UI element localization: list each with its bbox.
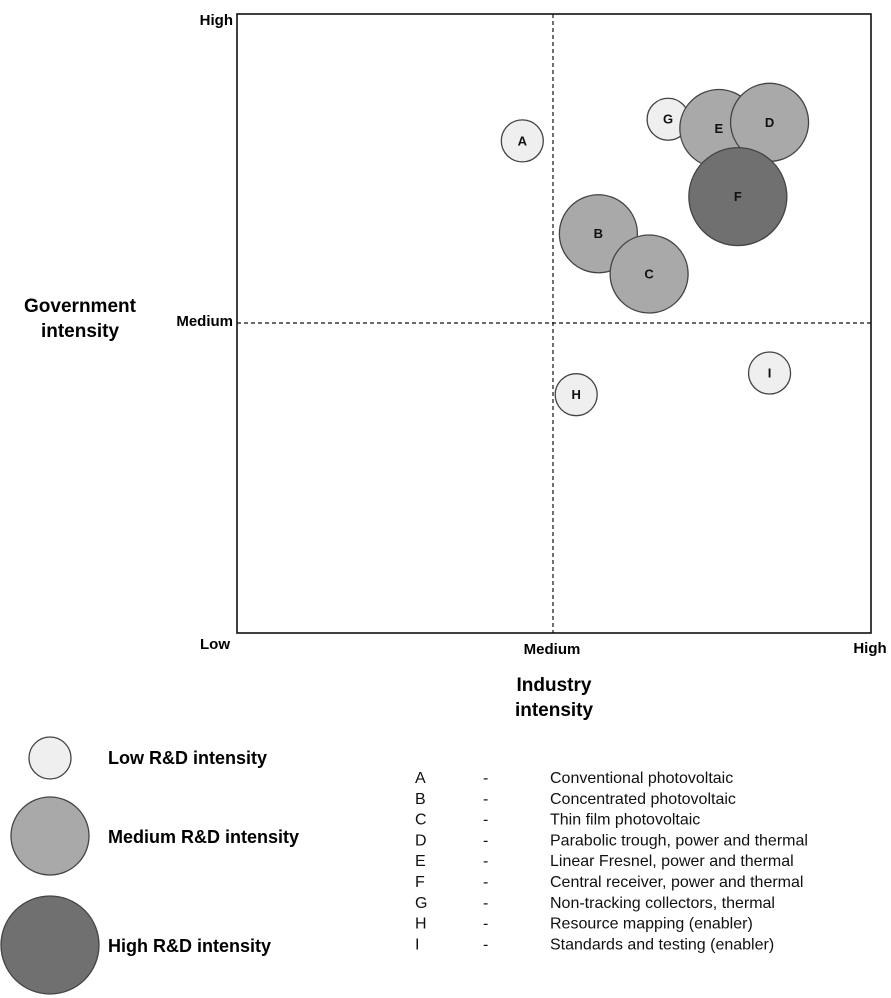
- legend-swatch-high: [0, 895, 100, 995]
- bubble-c: [609, 234, 689, 314]
- key-dash-i: -: [483, 936, 488, 953]
- key-description-a: Conventional photovoltaic: [550, 770, 733, 787]
- legend-label-low: Low R&D intensity: [108, 748, 267, 768]
- bubble-label-b: B: [594, 226, 603, 241]
- y-tick-medium: Medium: [176, 313, 233, 330]
- legend-label-high: High R&D intensity: [108, 936, 271, 956]
- x-axis-title-line1: Industry: [517, 675, 592, 696]
- key-letter-h: H: [415, 916, 427, 933]
- key-letter-b: B: [415, 791, 426, 808]
- bubble-label-i: I: [768, 366, 772, 381]
- bubble-label-e: E: [715, 121, 724, 136]
- key-description-b: Concentrated photovoltaic: [550, 791, 736, 808]
- bubble-label-d: D: [765, 115, 774, 130]
- y-axis-title-line1: Government: [24, 296, 137, 317]
- key-letter-c: C: [415, 812, 427, 829]
- key-dash-e: -: [483, 853, 488, 870]
- key-letter-i: I: [415, 936, 419, 953]
- bubble-layer: A G E D F B C H I: [500, 82, 810, 417]
- key-dash-d: -: [483, 832, 488, 849]
- key-description-f: Central receiver, power and thermal: [550, 874, 803, 891]
- bubble-label-h: H: [571, 387, 580, 402]
- key-description-i: Standards and testing (enabler): [550, 936, 774, 953]
- legend-swatch-medium: [10, 796, 90, 876]
- key-letter-g: G: [415, 895, 427, 912]
- bubble-label-c: C: [644, 266, 654, 281]
- key-dash-c: -: [483, 812, 488, 829]
- bubble-f: [688, 146, 788, 247]
- x-tick-medium: Medium: [524, 641, 581, 658]
- key-description-d: Parabolic trough, power and thermal: [550, 832, 808, 849]
- letter-key: A - Conventional photovoltaic B - Concentrate…: [415, 770, 808, 953]
- key-dash-f: -: [483, 874, 488, 891]
- key-letter-e: E: [415, 853, 426, 870]
- y-tick-low: Low: [200, 636, 230, 653]
- key-letter-a: A: [415, 770, 426, 787]
- key-letter-d: D: [415, 832, 427, 849]
- legend-label-medium: Medium R&D intensity: [108, 827, 299, 847]
- x-axis-title-line2: intensity: [515, 700, 594, 721]
- key-description-g: Non-tracking collectors, thermal: [550, 895, 775, 912]
- bubble-a: [500, 119, 544, 163]
- bubble-label-a: A: [518, 133, 528, 148]
- bubble-h: [554, 373, 598, 417]
- legend-swatch-low: [28, 736, 72, 780]
- size-legend: Low R&D intensity Medium R&D intensity Hig…: [0, 736, 299, 995]
- key-dash-a: -: [483, 770, 488, 787]
- bubble-label-g: G: [663, 112, 673, 127]
- key-dash-b: -: [483, 791, 488, 808]
- y-axis-title-line2: intensity: [41, 321, 120, 342]
- key-description-h: Resource mapping (enabler): [550, 916, 753, 933]
- key-dash-g: -: [483, 895, 488, 912]
- x-tick-high: High: [853, 640, 886, 657]
- key-description-e: Linear Fresnel, power and thermal: [550, 853, 794, 870]
- key-description-c: Thin film photovoltaic: [550, 812, 700, 829]
- key-letter-f: F: [415, 874, 425, 891]
- y-tick-high: High: [200, 12, 233, 29]
- bubble-i: [747, 351, 792, 395]
- key-dash-h: -: [483, 916, 488, 933]
- bubble-label-f: F: [734, 189, 742, 204]
